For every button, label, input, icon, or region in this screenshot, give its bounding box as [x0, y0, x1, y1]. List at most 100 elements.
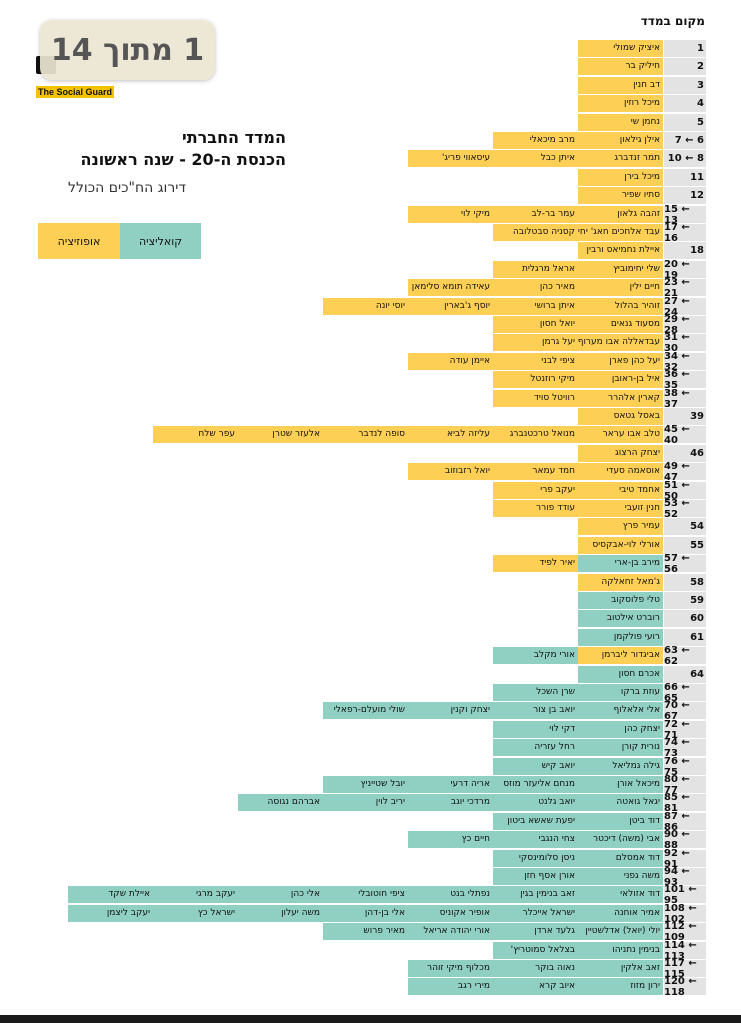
opposition-member-cell: עבד אלחכים חאג' יחיא	[578, 224, 663, 241]
opposition-member-cell: יצחק הרצוג	[578, 445, 663, 462]
opposition-member-cell: עבדאללה אבו מערוף	[578, 334, 663, 351]
coalition-member-cell: שולי מועלם-רפאלי	[323, 702, 408, 719]
coalition-member-cell: זאב אלקין	[578, 960, 663, 977]
opposition-member-cell: אביגדור ליברמן	[578, 647, 663, 664]
coalition-member-cell: גילה גמליאל	[578, 758, 663, 775]
opposition-member-cell: קסניה סבטלובה	[493, 224, 578, 241]
coalition-member-cell: שרן השכל	[493, 684, 578, 701]
opposition-member-cell: שלי יחימוביץ	[578, 261, 663, 278]
opposition-member-cell: תמר זנדברג	[578, 150, 663, 167]
rank-label: 34 ← 32	[664, 351, 706, 373]
coalition-member-cell: ניסן סלומינסקי	[493, 850, 578, 867]
coalition-member-cell: חיים כץ	[408, 831, 493, 848]
coalition-member-cell: נורית קורן	[578, 739, 663, 756]
rank-label: 39	[664, 408, 706, 425]
opposition-member-cell: קארין אלהרר	[578, 390, 663, 407]
coalition-member-cell: יובל שטייניץ	[323, 776, 408, 793]
rank-label: 90 ← 88	[664, 829, 706, 851]
coalition-member-cell: אכרם חסון	[578, 666, 663, 683]
opposition-member-cell: איתן ברושי	[493, 298, 578, 315]
rank-label: 61	[664, 629, 706, 646]
opposition-member-cell: מאיר כהן	[493, 279, 578, 296]
rank-label: 31 ← 30	[664, 332, 706, 354]
opposition-member-cell: דב חנין	[578, 77, 663, 94]
opposition-member-cell: יואל רזבוזוב	[408, 463, 493, 480]
rank-label: 87 ← 86	[664, 811, 706, 833]
coalition-member-cell: יולי (יואל) אדלשטיין	[578, 923, 663, 940]
rank-label: 64	[664, 666, 706, 683]
coalition-member-cell: יריב לוין	[323, 794, 408, 811]
legend-coalition: קואליציה	[120, 223, 201, 259]
coalition-member-cell: מאיר פרוש	[323, 923, 408, 940]
rank-label: 72 ← 71	[664, 719, 706, 741]
rank-label: 15 ← 13	[664, 204, 706, 226]
coalition-member-cell: ציפי חוטובלי	[323, 886, 408, 903]
coalition-member-cell: נפתלי בנט	[408, 886, 493, 903]
opposition-member-cell: סתיו שפיר	[578, 187, 663, 204]
coalition-member-cell: משה גפני	[578, 868, 663, 885]
rank-label: 5	[664, 114, 706, 131]
opposition-member-cell: מיקי רוזנטל	[493, 371, 578, 388]
coalition-member-cell: רחל עזריה	[493, 739, 578, 756]
rank-label: 7 ← 6	[664, 132, 706, 149]
coalition-member-cell: אברהם נגוסה	[238, 794, 323, 811]
coalition-member-cell: יואב בן צור	[493, 702, 578, 719]
rank-label: 3	[664, 77, 706, 94]
rank-label: 45 ← 40	[664, 424, 706, 446]
rank-label: 70 ← 67	[664, 700, 706, 722]
opposition-member-cell: אוסאמה סעדי	[578, 463, 663, 480]
coalition-member-cell: יצחק וקנין	[408, 702, 493, 719]
opposition-member-cell: איל בן-ראובן	[578, 371, 663, 388]
rank-label: 2	[664, 58, 706, 75]
coalition-member-cell: ישראל אייכלר	[493, 905, 578, 922]
rank-label: 4	[664, 95, 706, 112]
coalition-member-cell: יגאל גואטה	[578, 794, 663, 811]
coalition-member-cell: עוזת ברקו	[578, 684, 663, 701]
rank-label: 63 ← 62	[664, 645, 706, 667]
coalition-member-cell: דוד אזולאי	[578, 886, 663, 903]
coalition-member-cell: דקי לוי	[493, 721, 578, 738]
coalition-member-cell: ירון מזוז	[578, 978, 663, 995]
opposition-member-cell: רוויטל סויד	[493, 390, 578, 407]
coalition-member-cell: יואב קיש	[493, 758, 578, 775]
opposition-member-cell: מיקי לוי	[408, 206, 493, 223]
opposition-member-cell: אורלי לוי-אבקסיס	[578, 537, 663, 554]
coalition-member-cell: מירב בן-ארי	[578, 555, 663, 572]
coalition-member-cell: מכלוף מיקי זוהר	[408, 960, 493, 977]
coalition-member-cell: בנימין נתניהו	[578, 942, 663, 959]
rank-label: 27 ← 24	[664, 296, 706, 318]
rank-label: 38 ← 37	[664, 388, 706, 410]
coalition-member-cell: דוד אמסלם	[578, 850, 663, 867]
legend-opposition: אופוזיציה	[38, 223, 120, 259]
coalition-member-cell: מרדכי יוגב	[408, 794, 493, 811]
coalition-member-cell: אלי כהן	[238, 886, 323, 903]
coalition-member-cell: אבי (משה) דיכטר	[578, 831, 663, 848]
opposition-member-cell: אילן גילאון	[578, 132, 663, 149]
opposition-member-cell: חיליק בר	[578, 58, 663, 75]
rank-label: 54	[664, 518, 706, 535]
opposition-member-cell: איתן כבל	[493, 150, 578, 167]
rank-label: 108 ← 102	[664, 903, 706, 925]
coalition-member-cell: טלי פלוסקוב	[578, 592, 663, 609]
coalition-member-cell: מירי רגב	[408, 978, 493, 995]
rank-label: 57 ← 56	[664, 553, 706, 575]
rank-column-header: מקום במדד	[640, 14, 705, 28]
doc-subtitle: דירוג הח"כים הכולל	[68, 180, 186, 196]
coalition-member-cell: אמיר אוחנה	[578, 905, 663, 922]
opposition-member-cell: איילת נחמיאס ורבין	[578, 242, 663, 259]
doc-title-line2: הכנסת ה-20 - שנה ראשונה	[80, 150, 286, 169]
coalition-member-cell: רוברט אילטוב	[578, 610, 663, 627]
opposition-member-cell: מיכל רוזין	[578, 95, 663, 112]
opposition-member-cell: אראל מרגלית	[493, 261, 578, 278]
rank-label: 80 ← 77	[664, 774, 706, 796]
opposition-member-cell: ג'מאל זחאלקה	[578, 574, 663, 591]
opposition-member-cell: יעל גרמן	[493, 334, 578, 351]
opposition-member-cell: יעקב פרי	[493, 482, 578, 499]
coalition-member-cell: נאוה בוקר	[493, 960, 578, 977]
rank-label: 85 ← 81	[664, 792, 706, 814]
coalition-member-cell: בצלאל סמוטריץ'	[493, 942, 578, 959]
opposition-member-cell: עיסאווי פריג'	[408, 150, 493, 167]
rank-label: 101 ← 95	[664, 884, 706, 906]
coalition-member-cell: יצחק כהן	[578, 721, 663, 738]
coalition-member-cell: גלעד ארדן	[493, 923, 578, 940]
